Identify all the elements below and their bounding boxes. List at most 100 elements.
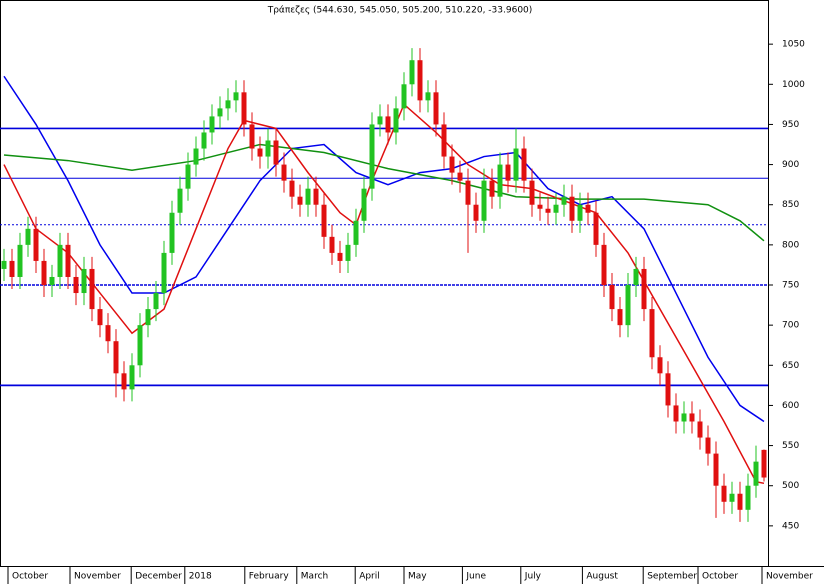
- candle-body: [705, 437, 711, 454]
- x-tick-label: 2018: [189, 572, 212, 582]
- candle-body: [657, 357, 663, 374]
- candle-body: [113, 341, 119, 374]
- candle-body: [441, 124, 447, 157]
- candle-body: [161, 252, 167, 294]
- candle-body: [49, 276, 55, 286]
- candle-body: [481, 180, 487, 221]
- candle-body: [561, 196, 567, 205]
- candle-body: [129, 365, 135, 390]
- candle-body: [353, 220, 359, 245]
- candle-body: [17, 244, 23, 277]
- candle-body: [193, 148, 199, 165]
- candle-body: [681, 413, 687, 422]
- candle-body: [489, 180, 495, 197]
- candle-body: [65, 244, 71, 277]
- candle-body: [433, 92, 439, 125]
- candle-body: [601, 244, 607, 286]
- candle-body: [137, 325, 143, 366]
- y-tick-label: 450: [782, 521, 799, 531]
- y-tick-label: 800: [782, 240, 799, 250]
- candle-body: [497, 164, 503, 197]
- candle-body: [545, 208, 551, 213]
- y-tick-label: 700: [782, 321, 799, 331]
- candle-body: [737, 493, 743, 510]
- candle-body: [273, 140, 279, 165]
- candle-body: [233, 92, 239, 101]
- y-tick-label: 1000: [782, 80, 805, 90]
- candle-body: [505, 164, 511, 181]
- candle-body: [569, 196, 575, 221]
- candle-body: [393, 108, 399, 133]
- candle-body: [577, 204, 583, 221]
- candle-body: [41, 260, 47, 286]
- candle-body: [513, 148, 519, 181]
- candle-body: [689, 413, 695, 422]
- x-tick-label: February: [249, 572, 290, 582]
- x-tick-label: September: [647, 572, 697, 582]
- candle-body: [761, 449, 767, 478]
- chart-title: Τράπεζες (544.630, 545.050, 505.200, 510…: [267, 6, 533, 16]
- candle-body: [721, 485, 727, 502]
- candle-body: [425, 92, 431, 101]
- plot-area: [0, 0, 769, 567]
- candle-body: [81, 268, 87, 294]
- candle-body: [697, 421, 703, 438]
- candle-body: [473, 204, 479, 221]
- candle-body: [89, 268, 95, 310]
- x-tick-label: July: [524, 572, 542, 582]
- x-tick-label: April: [359, 572, 380, 582]
- candle-body: [281, 164, 287, 181]
- x-tick-label: August: [586, 572, 618, 582]
- y-tick-label: 550: [782, 441, 799, 451]
- candle-body: [369, 124, 375, 189]
- candle-body: [145, 309, 151, 326]
- candle-body: [249, 124, 255, 149]
- candle-body: [225, 100, 231, 109]
- candle-body: [153, 293, 159, 310]
- candle-body: [97, 309, 103, 326]
- candle-body: [121, 373, 127, 390]
- y-tick-label: 950: [782, 120, 799, 130]
- candle-body: [209, 116, 215, 133]
- candle-body: [553, 204, 559, 213]
- candle-body: [313, 188, 319, 205]
- candle-body: [537, 204, 543, 209]
- candle-body: [345, 244, 351, 261]
- candle-body: [593, 212, 599, 245]
- y-tick-label: 650: [782, 361, 799, 371]
- x-tick-label: March: [301, 572, 328, 582]
- candle-body: [289, 180, 295, 197]
- candle-body: [33, 228, 39, 261]
- candle-body: [521, 148, 527, 181]
- candle-body: [401, 84, 407, 109]
- candle-body: [25, 228, 31, 245]
- moving-average: [3, 75, 765, 423]
- candle-body: [385, 116, 391, 133]
- y-tick-label: 600: [782, 401, 799, 411]
- x-tick-label: October: [12, 572, 48, 582]
- y-tick-label: 500: [782, 481, 799, 491]
- candle-body: [9, 260, 15, 277]
- candle-body: [257, 148, 263, 157]
- candle-body: [745, 485, 751, 510]
- x-tick-label: November: [766, 572, 813, 582]
- candle-body: [361, 188, 367, 221]
- candle-body: [409, 60, 415, 85]
- candle-body: [641, 268, 647, 310]
- x-tick-label: June: [465, 572, 486, 582]
- y-tick-label: 1050: [782, 40, 805, 50]
- candle-body: [169, 212, 175, 253]
- candle-body: [305, 188, 311, 205]
- y-tick-label: 850: [782, 200, 799, 210]
- candle-body: [329, 236, 335, 253]
- candle-body: [73, 276, 79, 294]
- x-tick-label: May: [408, 572, 427, 582]
- candle-body: [633, 268, 639, 286]
- candle-body: [713, 453, 719, 486]
- y-tick-label: 900: [782, 160, 799, 170]
- candle-body: [585, 204, 591, 213]
- candle-body: [465, 180, 471, 205]
- candle-body: [417, 60, 423, 101]
- candle-body: [729, 493, 735, 502]
